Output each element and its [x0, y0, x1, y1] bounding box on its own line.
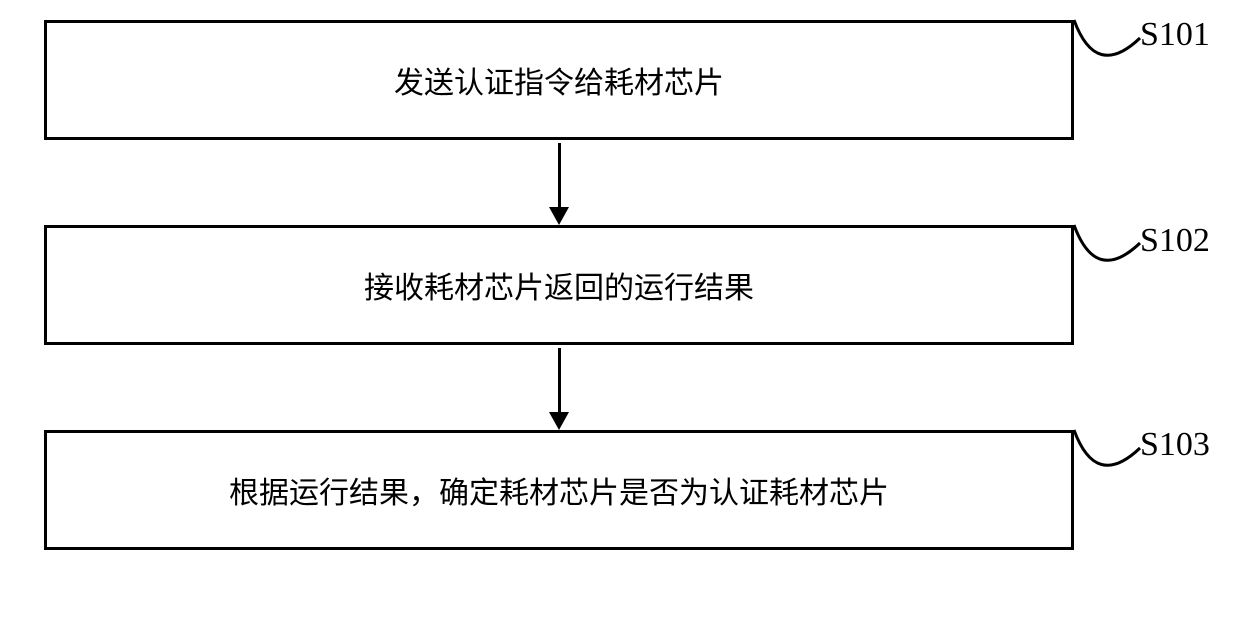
- step-box-s101: 发送认证指令给耗材芯片: [44, 20, 1074, 140]
- step-box-s102: 接收耗材芯片返回的运行结果: [44, 225, 1074, 345]
- arrow-head-s102-s103: [549, 412, 569, 430]
- step-label-s103: S103: [1140, 426, 1210, 464]
- flowchart-canvas: 发送认证指令给耗材芯片 S101 接收耗材芯片返回的运行结果 S102 根据运行…: [0, 0, 1240, 639]
- step-text-s103: 根据运行结果，确定耗材芯片是否为认证耗材芯片: [229, 468, 889, 512]
- arrow-s102-s103: [558, 348, 561, 412]
- step-text-s101: 发送认证指令给耗材芯片: [394, 58, 724, 102]
- arrow-head-s101-s102: [549, 207, 569, 225]
- step-label-s102: S102: [1140, 222, 1210, 260]
- step-box-s103: 根据运行结果，确定耗材芯片是否为认证耗材芯片: [44, 430, 1074, 550]
- arrow-s101-s102: [558, 143, 561, 207]
- step-label-s101: S101: [1140, 16, 1210, 54]
- step-text-s102: 接收耗材芯片返回的运行结果: [364, 263, 754, 307]
